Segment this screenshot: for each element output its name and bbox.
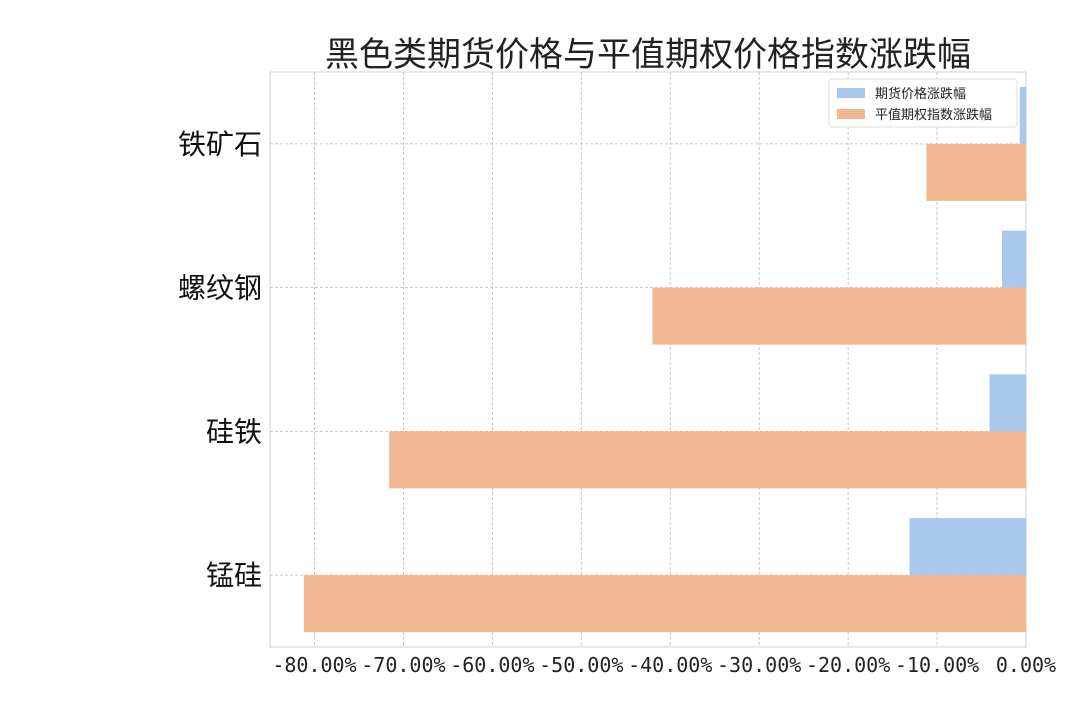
x-tick-label: 0.00% [996,653,1056,677]
bar [303,575,1027,633]
legend-label: 期货价格涨跌幅 [875,86,966,102]
bar [909,518,1026,576]
bar [989,374,1026,432]
x-tick-label: -70.00% [361,653,445,677]
chart-title: 黑色类期货价格与平值期权价格指数涨跌幅 [325,35,971,75]
category-label: 螺纹钢 [178,272,262,305]
x-tick-label: -10.00% [895,653,979,677]
category-label: 锰硅 [206,559,262,592]
x-tick-label: -80.00% [272,653,356,677]
legend-swatch [837,88,865,98]
x-tick-label: -50.00% [539,653,623,677]
bars [303,86,1027,633]
category-label: 铁矿石 [178,128,262,161]
plot-area [269,71,1027,648]
x-tick-label: -20.00% [806,653,890,677]
category-label: 硅铁 [206,415,262,448]
bar [1001,230,1026,288]
legend-swatch [837,109,865,119]
bar [926,143,1026,201]
bar [1019,86,1026,144]
x-tick-label: -40.00% [628,653,712,677]
x-tick-labels: -80.00% -70.00% -60.00% -50.00% -40.00% -30.0… [272,653,1056,677]
x-tick-label: -30.00% [717,653,801,677]
legend-box [828,78,1018,128]
bar [652,287,1026,345]
bar [389,431,1027,489]
legend-label: 平值期权指数涨跌幅 [875,107,992,123]
x-tick-label: -60.00% [450,653,534,677]
